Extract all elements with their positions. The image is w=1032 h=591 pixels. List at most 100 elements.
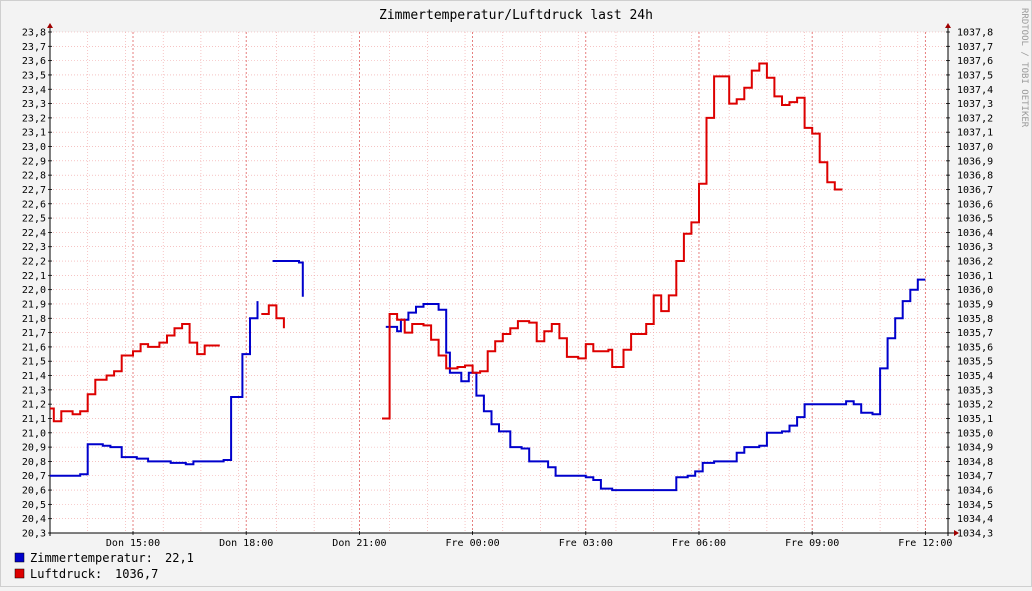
left-tick-label: 21,8 [22,314,46,325]
left-tick-label: 23,5 [22,70,46,81]
x-axis-arrow [954,530,959,536]
right-tick-label: 1036,6 [957,199,993,210]
left-tick-label: 21,2 [22,400,46,411]
left-tick-label: 23,8 [22,28,46,39]
right-tick-label: 1036,9 [957,156,993,167]
right-tick-label: 1035,9 [957,299,993,310]
right-tick-label: 1037,5 [957,70,993,81]
right-tick-label: 1035,5 [957,357,993,368]
x-tick-label: Fre 03:00 [559,538,613,549]
right-tick-label: 1034,6 [957,486,993,497]
left-tick-label: 20,5 [22,500,46,511]
left-tick-label: 21,4 [22,371,46,382]
left-tick-label: 22,9 [22,156,46,167]
legend-item-temperature: Zimmertemperatur: 22,1 [14,551,194,565]
series-lines [50,62,926,492]
right-tick-label: 1037,2 [957,113,993,124]
left-tick-label: 22,0 [22,285,46,296]
right-tick-label: 1036,2 [957,257,993,268]
right-tick-label: 1037,7 [957,42,993,53]
x-tick-label: Fre 12:00 [898,538,952,549]
left-tick-label: 22,8 [22,171,46,182]
right-tick-label: 1035,7 [957,328,993,339]
right-axis-ticks: 1034,3 1034,4 1034,5 1034,6 1034,7 1034,8 1034… [946,28,993,540]
watermark: RRDTOOL / TOBI OETIKER [1019,8,1029,128]
right-tick-label: 1036,4 [957,228,993,239]
x-tick-label: Don 21:00 [332,538,386,549]
left-axis-ticks: 20,3 20,4 20,5 20,6 20,7 20,8 20,9 21,0 21,1 21,2… [22,28,52,540]
x-tick-label: Don 18:00 [219,538,273,549]
left-tick-label: 21,6 [22,342,46,353]
right-tick-label: 1034,8 [957,457,993,468]
left-tick-label: 20,3 [22,529,46,540]
series-line-temperature [50,260,926,492]
right-tick-label: 1034,3 [957,529,993,540]
plot-background [50,32,948,533]
legend-label-temperature: Zimmertemperatur: [30,551,153,565]
left-tick-label: 22,6 [22,199,46,210]
x-tick-label: Fre 06:00 [672,538,726,549]
right-tick-label: 1037,6 [957,56,993,67]
left-tick-label: 22,3 [22,242,46,253]
right-tick-label: 1035,3 [957,385,993,396]
right-tick-label: 1034,5 [957,500,993,511]
left-tick-label: 21,1 [22,414,46,425]
right-tick-label: 1037,8 [957,28,993,39]
series-line-pressure [50,62,843,423]
left-tick-label: 20,4 [22,514,46,525]
right-tick-label: 1034,7 [957,471,993,482]
axes [47,23,959,536]
left-tick-label: 22,7 [22,185,46,196]
right-tick-label: 1034,9 [957,443,993,454]
right-tick-label: 1036,3 [957,242,993,253]
right-tick-label: 1036,5 [957,214,993,225]
left-tick-label: 23,2 [22,113,46,124]
left-tick-label: 21,9 [22,299,46,310]
left-tick-label: 20,8 [22,457,46,468]
x-tick-label: Fre 00:00 [445,538,499,549]
left-tick-label: 21,3 [22,385,46,396]
legend-label-pressure: Luftdruck: [30,567,102,581]
right-tick-label: 1034,4 [957,514,993,525]
right-tick-label: 1035,1 [957,414,993,425]
left-tick-label: 22,1 [22,271,46,282]
left-tick-label: 22,5 [22,214,46,225]
left-tick-label: 20,7 [22,471,46,482]
chart-title: Zimmertemperatur/Luftdruck last 24h [379,8,653,23]
right-tick-label: 1036,0 [957,285,993,296]
right-tick-label: 1036,8 [957,171,993,182]
right-tick-label: 1035,8 [957,314,993,325]
x-tick-label: Don 15:00 [106,538,160,549]
right-tick-label: 1035,2 [957,400,993,411]
left-tick-label: 23,1 [22,128,46,139]
left-tick-label: 23,0 [22,142,46,153]
legend-value-pressure: 1036,7 [115,567,158,581]
left-tick-label: 22,2 [22,257,46,268]
legend-swatch-temperature [14,552,25,563]
left-tick-label: 23,3 [22,99,46,110]
x-tick-label: Fre 09:00 [785,538,839,549]
right-tick-label: 1037,4 [957,85,993,96]
right-tick-label: 1035,6 [957,342,993,353]
left-tick-label: 20,9 [22,443,46,454]
legend: Zimmertemperatur: 22,1 Luftdruck: 1036,7 [14,551,194,581]
left-tick-label: 23,4 [22,85,46,96]
right-tick-label: 1037,3 [957,99,993,110]
legend-swatch-pressure [14,568,25,579]
left-tick-label: 21,0 [22,428,46,439]
left-tick-label: 23,7 [22,42,46,53]
left-axis-arrow [47,23,53,28]
right-tick-label: 1035,0 [957,428,993,439]
left-tick-label: 23,6 [22,56,46,67]
right-tick-label: 1036,7 [957,185,993,196]
right-tick-label: 1037,0 [957,142,993,153]
left-tick-label: 20,6 [22,486,46,497]
right-tick-label: 1035,4 [957,371,993,382]
left-tick-label: 22,4 [22,228,46,239]
legend-item-pressure: Luftdruck: 1036,7 [14,567,158,581]
legend-value-temperature: 22,1 [165,551,194,565]
left-tick-label: 21,5 [22,357,46,368]
left-tick-label: 21,7 [22,328,46,339]
